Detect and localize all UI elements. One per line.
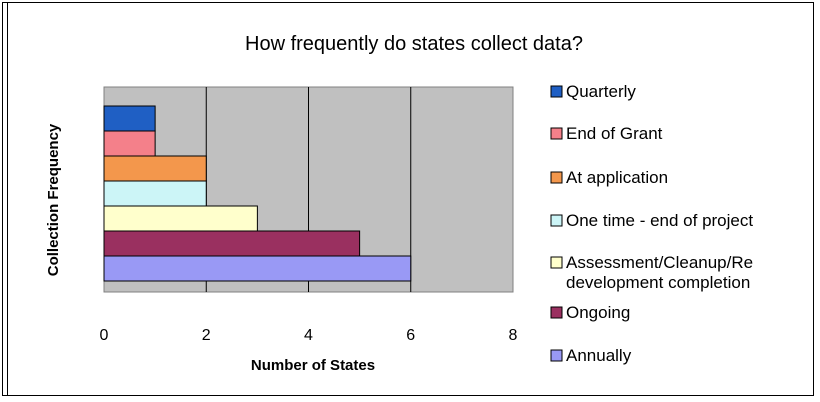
legend-swatch <box>550 214 563 227</box>
legend-swatch <box>550 349 563 362</box>
x-axis-ticks: 0 2 4 6 8 <box>100 327 518 344</box>
bar <box>103 155 207 182</box>
bar <box>103 255 412 282</box>
x-tick-label: 8 <box>509 327 518 344</box>
legend-label: End of Grant <box>566 124 663 143</box>
bar <box>103 130 156 157</box>
bar <box>103 180 207 207</box>
legend-swatch <box>550 171 563 184</box>
x-tick-label: 2 <box>202 327 211 344</box>
legend-label: Annually <box>566 346 632 365</box>
legend-swatch <box>550 85 563 98</box>
x-tick-label: 4 <box>304 327 313 344</box>
legend-swatch <box>550 256 563 269</box>
legend-label: Assessment/Cleanup/Re <box>566 253 753 272</box>
legend-swatch <box>550 306 563 319</box>
legend-label: Quarterly <box>566 82 636 101</box>
legend: Quarterly End of Grant At application One t… <box>550 82 753 365</box>
chart-title: How frequently do states collect data? <box>245 33 583 55</box>
bar <box>103 205 258 232</box>
bars <box>103 105 412 282</box>
x-tick-label: 6 <box>406 327 415 344</box>
y-axis-label: Collection Frequency <box>45 123 62 276</box>
legend-label: One time - end of project <box>566 211 753 230</box>
bar <box>103 105 156 132</box>
legend-label: Ongoing <box>566 303 630 322</box>
x-axis-label: Number of States <box>251 357 375 374</box>
legend-swatch <box>550 127 563 140</box>
legend-label: development completion <box>566 273 750 292</box>
legend-label: At application <box>566 168 668 187</box>
bar <box>103 230 361 257</box>
x-tick-label: 0 <box>100 327 109 344</box>
